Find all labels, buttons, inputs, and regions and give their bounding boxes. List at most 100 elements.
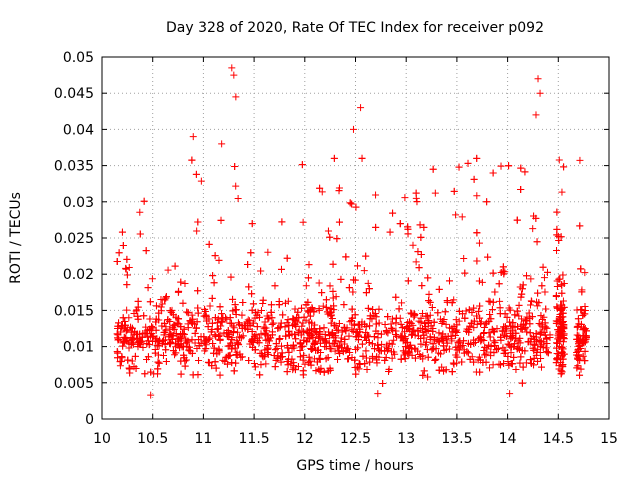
data-point	[558, 328, 566, 336]
data-point	[227, 273, 235, 281]
data-point	[470, 317, 478, 325]
data-point	[485, 297, 493, 305]
data-point	[159, 352, 167, 360]
data-point	[277, 319, 285, 327]
data-point	[498, 327, 506, 335]
data-point	[232, 306, 240, 314]
x-tick-label: 10.5	[137, 431, 168, 447]
data-point	[154, 358, 162, 366]
data-point	[370, 333, 378, 341]
data-point	[573, 335, 581, 343]
data-point	[140, 197, 148, 205]
data-point	[397, 320, 405, 328]
data-point	[526, 356, 534, 364]
data-point	[580, 339, 588, 347]
data-point	[225, 333, 233, 341]
data-point	[291, 317, 299, 325]
data-point	[119, 314, 127, 322]
data-point	[405, 347, 413, 355]
data-point	[229, 295, 237, 303]
data-point	[373, 341, 381, 349]
data-point	[532, 330, 540, 338]
data-point	[264, 248, 272, 256]
data-point	[180, 351, 188, 359]
data-point	[470, 358, 478, 366]
data-point	[559, 355, 567, 363]
data-point	[489, 269, 497, 277]
data-point	[218, 318, 226, 326]
data-point	[518, 285, 526, 293]
data-point	[541, 331, 549, 339]
data-point	[134, 303, 142, 311]
data-point	[385, 345, 393, 353]
data-point	[414, 347, 422, 355]
data-point	[264, 315, 272, 323]
data-point	[329, 340, 337, 348]
data-point	[114, 336, 122, 344]
data-point	[350, 321, 358, 329]
data-point	[304, 274, 312, 282]
data-point	[315, 305, 323, 313]
data-point	[253, 323, 261, 331]
data-point	[492, 345, 500, 353]
data-point	[553, 247, 561, 255]
data-point	[429, 165, 437, 173]
data-point	[123, 255, 131, 263]
data-point	[382, 328, 390, 336]
data-point	[514, 344, 522, 352]
data-point	[333, 235, 341, 243]
data-point	[389, 209, 397, 217]
data-point	[121, 321, 129, 329]
data-point	[210, 349, 218, 357]
data-point	[519, 363, 527, 371]
data-point	[223, 315, 231, 323]
data-point	[511, 323, 519, 331]
data-point	[204, 358, 212, 366]
data-point	[272, 340, 280, 348]
data-point	[452, 351, 460, 359]
data-point	[303, 329, 311, 337]
data-point	[269, 319, 277, 327]
data-point	[118, 353, 126, 361]
data-point	[310, 325, 318, 333]
data-point	[346, 318, 354, 326]
data-point	[176, 334, 184, 342]
data-point	[255, 313, 263, 321]
data-point	[219, 314, 227, 322]
data-point	[158, 300, 166, 308]
data-point	[124, 356, 132, 364]
data-point	[181, 279, 189, 287]
data-point	[179, 343, 187, 351]
data-point	[218, 140, 226, 148]
data-point	[500, 360, 508, 368]
data-point	[277, 358, 285, 366]
data-point	[239, 298, 247, 306]
data-point	[213, 350, 221, 358]
data-point	[133, 330, 141, 338]
data-point	[348, 326, 356, 334]
data-point	[337, 275, 345, 283]
data-point	[470, 324, 478, 332]
data-point	[296, 346, 304, 354]
data-point	[285, 331, 293, 339]
data-point	[233, 337, 241, 345]
y-tick-label: 0.03	[63, 195, 94, 211]
data-point	[211, 252, 219, 260]
data-point	[507, 343, 515, 351]
data-point	[437, 350, 445, 358]
data-point	[232, 359, 240, 367]
data-point	[497, 162, 505, 170]
data-point	[276, 335, 284, 343]
data-point	[560, 163, 568, 171]
data-point	[509, 319, 517, 327]
data-point	[302, 282, 310, 290]
data-point	[265, 314, 273, 322]
data-point	[316, 184, 324, 192]
data-point	[289, 341, 297, 349]
data-point	[560, 280, 568, 288]
data-point	[217, 216, 225, 224]
data-point	[422, 341, 430, 349]
data-point	[425, 317, 433, 325]
data-point	[372, 191, 380, 199]
data-point	[342, 327, 350, 335]
